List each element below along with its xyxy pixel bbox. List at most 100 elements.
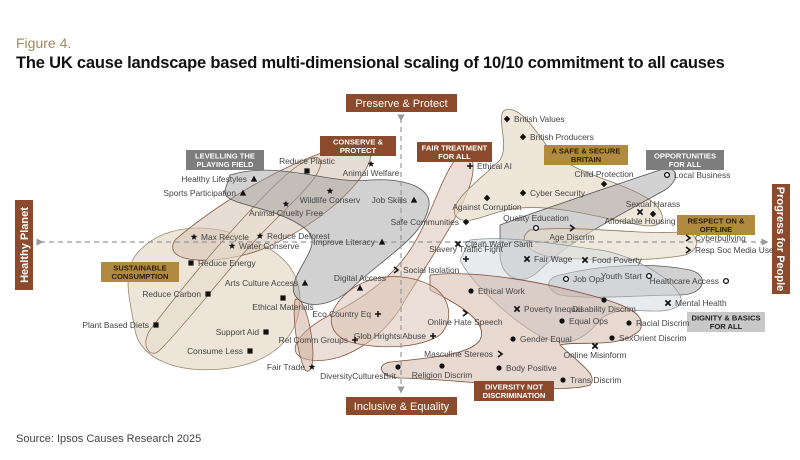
cause-label: Reduce Carbon	[142, 289, 201, 299]
cause-label: Plant Based Diets	[82, 320, 149, 330]
cause-point: Masculine Stereos	[424, 349, 504, 359]
cause-point: Trans Discrim	[560, 375, 621, 385]
cluster-label-line1: DIGNITY & BASICS	[691, 314, 760, 323]
cause-label: Reduce Deforest	[267, 231, 331, 241]
cause-point: Ethical Materials	[252, 295, 314, 312]
cause-point: Resp Soc Media Use	[685, 245, 774, 255]
cause-label: Child Protection	[574, 169, 633, 179]
chevron-icon	[393, 266, 400, 274]
star-icon	[256, 232, 264, 239]
cause-label: Animal Cruelty Free	[249, 208, 323, 218]
cause-point: Reduce Energy	[188, 258, 257, 268]
cause-label: Safe Communities	[391, 217, 459, 227]
cross-icon	[454, 240, 462, 248]
cluster-blobs	[127, 108, 703, 389]
cluster-label-line2: FOR ALL	[669, 160, 702, 169]
cluster-label-line1: SUSTAINABLE	[113, 264, 166, 273]
cross-icon	[513, 305, 521, 313]
star-icon	[326, 187, 334, 194]
cluster-label-box	[320, 136, 396, 156]
cause-point: Improve Literacy	[313, 237, 386, 247]
cause-label: Sports Participation	[163, 188, 236, 198]
cause-label: Digital Access	[334, 273, 386, 283]
axis-label-top: Preserve & Protect	[346, 94, 457, 112]
cause-label: Arts Culture Access	[225, 278, 298, 288]
cause-label: British Values	[514, 114, 565, 124]
cause-point: Online Hate Speech	[428, 309, 503, 327]
cause-point: Max Recycle	[190, 232, 249, 242]
cause-label: Max Recycle	[201, 232, 249, 242]
cluster-label-box	[417, 142, 492, 162]
chevron-icon	[497, 350, 504, 358]
circle-icon	[645, 272, 653, 280]
cause-point: Gender Equal	[510, 334, 572, 344]
cause-label: Cyberbullying	[695, 233, 746, 243]
cause-point: Digital Access	[334, 273, 386, 291]
cluster-label-line1: RESPECT ON &	[688, 217, 745, 226]
cause-point: Healthcare Access	[650, 276, 730, 286]
star-icon	[367, 160, 375, 167]
cause-point: Social Isolation	[393, 265, 460, 275]
circle-icon	[722, 277, 730, 285]
cause-label: Support Aid	[216, 327, 260, 337]
star-icon	[308, 363, 316, 370]
dot-icon	[601, 297, 607, 303]
diamond-icon	[649, 210, 657, 218]
cluster-label-line1: LEVELLING THE	[195, 152, 255, 161]
cause-label: Youth Start	[601, 271, 643, 281]
cause-point: Job Ops	[562, 274, 604, 284]
star-icon	[228, 242, 236, 249]
dot-icon	[626, 320, 632, 326]
cause-label: Masculine Stereos	[424, 349, 493, 359]
cause-point: Reduce Deforest	[256, 231, 331, 241]
cause-point: Mental Health	[664, 298, 727, 308]
cluster-label-line1: FAIR TREATMENT	[422, 144, 488, 153]
cause-label: Trans Discrim	[570, 375, 621, 385]
cross-icon	[581, 256, 589, 264]
plus-icon	[467, 163, 473, 169]
cause-point: Glob Hrights Abuse	[354, 331, 436, 341]
blob-diversity	[380, 273, 642, 389]
figure-label: Figure 4.	[16, 35, 72, 51]
cause-label: Water Conserve	[239, 241, 300, 251]
cluster-label-line2: PLAYING FIELD	[196, 160, 254, 169]
cause-point: Clean Water Sanit	[454, 239, 533, 249]
cause-point: Animal Cruelty Free	[249, 200, 323, 218]
cause-label: Fair Trade	[267, 362, 306, 372]
cause-label: Cyber Security	[530, 188, 586, 198]
cause-point: Arts Culture Access	[225, 278, 309, 288]
star-icon	[282, 200, 290, 207]
cause-label: Improve Literacy	[313, 237, 376, 247]
dot-icon	[395, 364, 401, 370]
cause-label: Clean Water Sanit	[465, 239, 533, 249]
cause-point: Food Poverty	[581, 255, 643, 265]
diamond-icon	[503, 115, 511, 123]
cause-label: Glob Hrights Abuse	[354, 331, 426, 341]
cluster-label-line2: CONSUMPTION	[112, 272, 169, 281]
cause-points: British Values British Producers Ethical A…	[82, 114, 774, 385]
cause-label: Online Hate Speech	[428, 317, 503, 327]
blob-reduce-plastic	[145, 157, 321, 354]
star-icon	[190, 233, 198, 240]
cause-label: British Producers	[530, 132, 594, 142]
cause-label: Slavery Traffic Fight	[429, 244, 504, 254]
dot-icon	[560, 377, 566, 383]
triangle-icon	[356, 284, 364, 291]
cluster-label-line2: OFFLINE	[700, 225, 732, 234]
diamond-icon	[462, 218, 470, 226]
cause-label: Fair Wage	[534, 254, 573, 264]
cause-point: Fair Wage	[523, 254, 573, 264]
cause-point: Poverty Inequal	[513, 304, 582, 314]
circle-icon	[663, 171, 671, 179]
blob-glob-rights	[330, 276, 449, 348]
cause-point: Sports Participation	[163, 188, 247, 198]
cause-label: Local Business	[674, 170, 730, 180]
cause-point: Online Misinform	[564, 342, 626, 360]
cause-point: Slavery Traffic Fight	[429, 244, 504, 262]
